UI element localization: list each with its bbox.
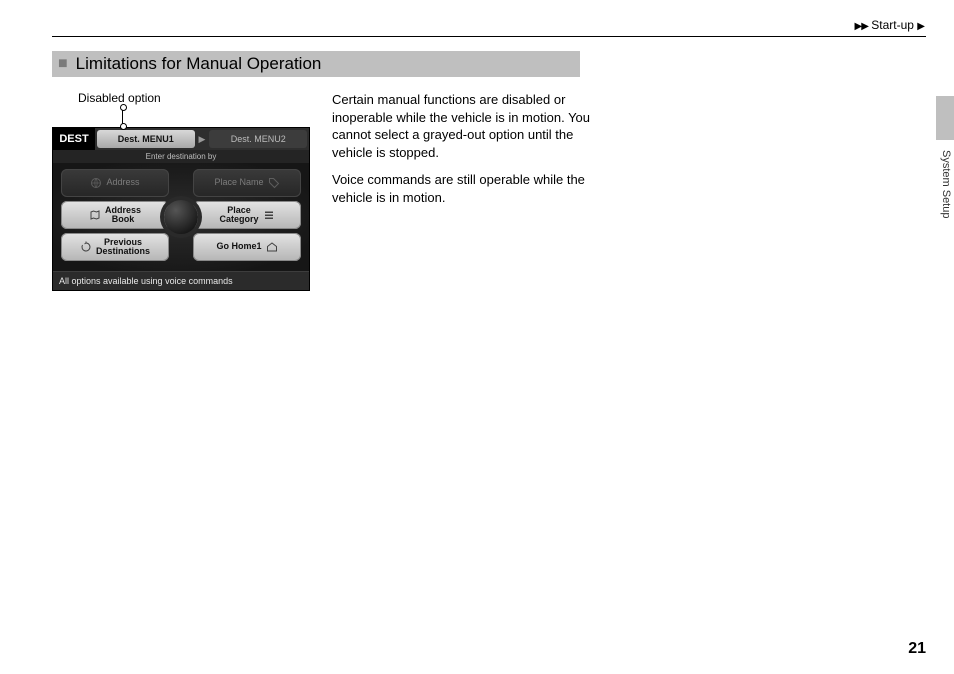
map-icon bbox=[89, 209, 101, 221]
divider bbox=[52, 36, 926, 37]
device-header: DEST Dest. MENU1 ▶ Dest. MENU2 bbox=[53, 128, 309, 150]
history-icon bbox=[80, 241, 92, 253]
paragraph: Voice commands are still operable while … bbox=[332, 171, 592, 206]
triangle-icon: ▶ bbox=[197, 134, 208, 145]
option-label: PlaceCategory bbox=[219, 206, 258, 225]
triangle-icon: ▶▶ bbox=[855, 21, 868, 32]
tab-label: Dest. MENU2 bbox=[231, 134, 286, 144]
device-subhead: Enter destination by bbox=[53, 150, 309, 163]
heading-text: Limitations for Manual Operation bbox=[76, 54, 322, 74]
tab-dest-menu1[interactable]: Dest. MENU1 bbox=[97, 130, 195, 148]
page-number: 21 bbox=[908, 640, 926, 658]
tab-dest-menu2[interactable]: Dest. MENU2 bbox=[209, 130, 307, 148]
breadcrumb-label: Start-up bbox=[871, 18, 914, 32]
option-label: PreviousDestinations bbox=[96, 238, 150, 257]
option-label: Place Name bbox=[214, 178, 263, 187]
triangle-icon: ▶ bbox=[917, 21, 924, 32]
figure-column: Disabled option DEST Dest. MENU1 ▶ Dest.… bbox=[52, 91, 310, 291]
option-place-name[interactable]: Place Name bbox=[193, 169, 301, 197]
dest-label: DEST bbox=[53, 128, 95, 150]
option-place-category[interactable]: PlaceCategory bbox=[193, 201, 301, 229]
menu-tabs: Dest. MENU1 ▶ Dest. MENU2 bbox=[95, 128, 309, 150]
option-go-home[interactable]: Go Home1 bbox=[193, 233, 301, 261]
square-bullet-icon: ■ bbox=[58, 55, 68, 73]
voice-hint: All options available using voice comman… bbox=[53, 271, 309, 290]
option-previous-destinations[interactable]: PreviousDestinations bbox=[61, 233, 169, 261]
tag-icon bbox=[268, 177, 280, 189]
callout-leader bbox=[122, 107, 123, 127]
option-address[interactable]: Address bbox=[61, 169, 169, 197]
content-columns: Disabled option DEST Dest. MENU1 ▶ Dest.… bbox=[52, 91, 592, 291]
option-label: Address bbox=[106, 178, 139, 187]
option-grid: Address Place Name AddressBook bbox=[53, 163, 309, 271]
section-heading: ■ Limitations for Manual Operation bbox=[52, 51, 580, 77]
manual-page: ▶▶ Start-up ▶ ■ Limitations for Manual O… bbox=[0, 0, 954, 674]
rotary-knob-icon bbox=[164, 200, 198, 234]
body-text: Certain manual functions are disabled or… bbox=[332, 91, 592, 291]
option-label: AddressBook bbox=[105, 206, 141, 225]
tab-label: Dest. MENU1 bbox=[118, 134, 174, 144]
option-label: Go Home1 bbox=[216, 242, 261, 251]
nav-device-screenshot: DEST Dest. MENU1 ▶ Dest. MENU2 Enter des… bbox=[52, 127, 310, 291]
section-label: System Setup bbox=[940, 150, 952, 218]
list-icon bbox=[263, 209, 275, 221]
option-address-book[interactable]: AddressBook bbox=[61, 201, 169, 229]
callout-label: Disabled option bbox=[78, 91, 310, 105]
globe-icon bbox=[90, 177, 102, 189]
breadcrumb: ▶▶ Start-up ▶ bbox=[52, 18, 926, 32]
paragraph: Certain manual functions are disabled or… bbox=[332, 91, 592, 161]
section-tab bbox=[936, 96, 954, 140]
home-icon bbox=[266, 241, 278, 253]
